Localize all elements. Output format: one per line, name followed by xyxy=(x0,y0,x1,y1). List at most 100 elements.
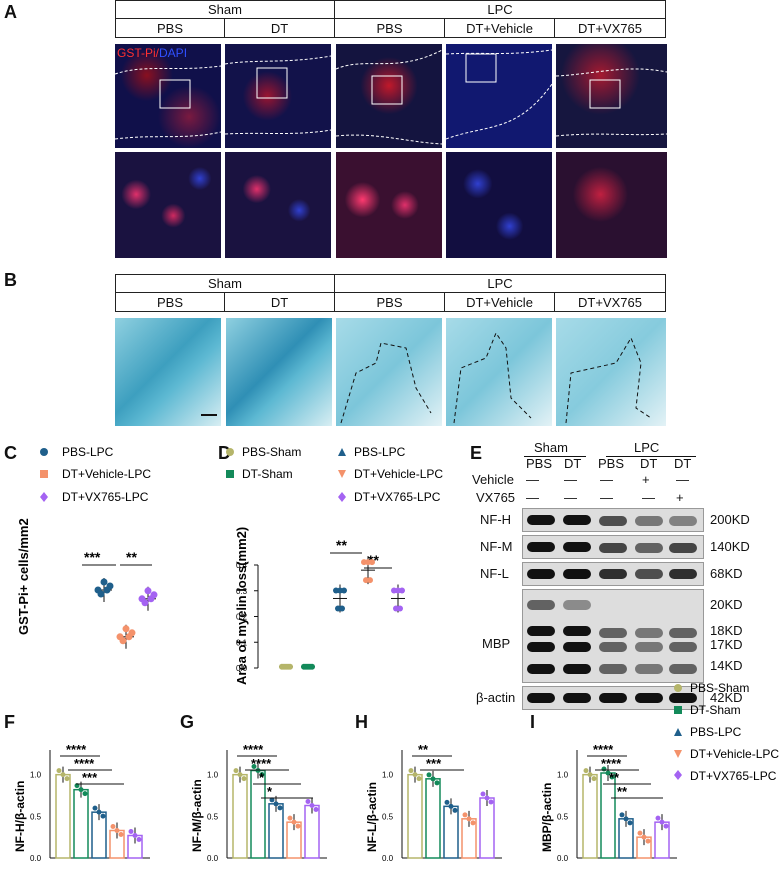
micrograph-pbs-lpc xyxy=(336,44,442,148)
panel-label-h: H xyxy=(355,712,368,732)
legend-d-pbs-lpc: PBS-LPC xyxy=(354,445,406,459)
chart-d: PBS-Sham DT-Sham PBS-LPC DT+Vehicle-LPC … xyxy=(226,445,443,685)
bar-sig-3-0: **** xyxy=(593,742,614,757)
header-lpc-a: LPC xyxy=(334,0,666,19)
c-point-2-1 xyxy=(141,599,149,607)
bar-sig-1-1: **** xyxy=(251,756,272,771)
bar-legend-marker-3 xyxy=(674,728,682,736)
legend-c-pbs-lpc: PBS-LPC xyxy=(62,445,114,459)
ylabel-d: Area of myelin loss(mm2) xyxy=(234,527,249,685)
bar-tick-label-3-1: 0.5 xyxy=(557,812,569,821)
bar-point-1-0-0 xyxy=(233,768,239,774)
band-mbp-17-2 xyxy=(563,642,591,652)
bar-point-2-4-1 xyxy=(484,795,490,801)
bar-point-2-0-2 xyxy=(416,776,422,782)
bar-point-3-1-2 xyxy=(609,774,615,780)
bar-point-0-4-0 xyxy=(128,829,134,834)
bar-point-3-0-0 xyxy=(583,768,589,774)
lfb-pbs-sham xyxy=(115,318,221,426)
band-nfl-1 xyxy=(527,569,555,579)
blot-nfh xyxy=(522,508,704,532)
bar-point-1-3-2 xyxy=(295,823,301,829)
bar-point-2-1-2 xyxy=(434,780,440,786)
bar-point-1-0-1 xyxy=(237,772,243,778)
stain-label: GST-Pi/DAPI xyxy=(117,46,187,60)
wb-lane-3: PBS xyxy=(598,456,625,471)
sig-c: *** ** xyxy=(82,549,152,566)
band-mbp-17-3 xyxy=(599,642,627,652)
legend-d-marker-dtvx xyxy=(338,492,346,502)
bar-point-0-3-0 xyxy=(110,824,116,829)
d-tick-label-2: 0.2 xyxy=(236,613,248,622)
legend-c-dtveh: DT+Vehicle-LPC xyxy=(62,467,151,481)
bar-point-2-0-0 xyxy=(408,768,414,774)
band-mbp-20-2 xyxy=(563,600,591,610)
blot-actin xyxy=(522,686,704,710)
band-nfh-5 xyxy=(669,516,697,526)
bar-1-2 xyxy=(268,803,284,859)
panel-label-i: I xyxy=(530,712,536,732)
zoom-pbs-lpc xyxy=(336,152,442,258)
wb-vehicle-mark-5: — xyxy=(676,472,689,487)
bar-0-1 xyxy=(73,788,89,859)
band-mbp-20-1 xyxy=(527,600,555,610)
bar-sig-3-1: **** xyxy=(601,756,622,771)
header-lpc-b: LPC xyxy=(334,274,666,293)
wb-group-sham-line xyxy=(524,456,586,457)
d-tick-label-4: 0.4 xyxy=(236,561,248,570)
bar-point-0-4-2 xyxy=(136,837,142,842)
wb-vehicle-mark-1: — xyxy=(526,472,539,487)
c-point-0-4 xyxy=(106,582,114,590)
blot-nfl xyxy=(522,562,704,586)
chart-c: PBS-LPC DT+Vehicle-LPC DT+VX765-LPC GST-… xyxy=(16,445,158,649)
bar-sig-1-2: * xyxy=(259,770,265,785)
band-mbp-17-5 xyxy=(669,642,697,652)
d-tick-label-3: 0.3 xyxy=(236,587,248,596)
bar-point-1-1-2 xyxy=(259,772,265,777)
band-actin-4 xyxy=(635,693,663,703)
wb-size-68: 68KD xyxy=(710,566,743,581)
wb-size-20: 20KD xyxy=(710,597,743,612)
legend-c-marker-pbs-lpc xyxy=(40,448,48,456)
micrograph-pbs-sham xyxy=(115,44,221,148)
bar-legend-marker-5 xyxy=(674,770,682,780)
band-actin-3 xyxy=(599,693,627,703)
bar-point-2-1-0 xyxy=(426,772,432,778)
header-dt-b: DT xyxy=(224,292,335,312)
c-point-1-2 xyxy=(122,625,130,633)
header-pbs-lpc-a: PBS xyxy=(334,18,445,38)
band-mbp-14-4 xyxy=(635,664,663,674)
bar-point-2-1-1 xyxy=(430,776,436,782)
axis-d-ticks: 0.0 0.1 0.2 0.3 0.4 xyxy=(236,561,258,673)
micrograph-row-zoom xyxy=(115,152,667,258)
zoom-dt-sham xyxy=(225,152,331,258)
wb-protein-mbp: MBP xyxy=(482,636,511,651)
wb-row-vx-label: VX765 xyxy=(476,490,516,505)
bar-point-2-2-0 xyxy=(444,799,450,805)
sig-c-1: *** xyxy=(84,549,101,565)
panel-label-d: D xyxy=(218,443,231,463)
band-actin-1 xyxy=(527,693,555,703)
zoom-dtvx-lpc xyxy=(556,152,667,258)
bar-point-3-2-0 xyxy=(619,812,625,818)
micrograph-dt-sham xyxy=(225,44,331,148)
bar-tick-label-1-1: 0.5 xyxy=(207,812,219,821)
bar-point-3-0-1 xyxy=(587,772,593,778)
bar-point-1-4-2 xyxy=(313,807,319,812)
wb-size-14: 14KD xyxy=(710,658,743,673)
band-nfh-2 xyxy=(563,515,591,525)
bar-2-1 xyxy=(425,778,441,859)
bar-point-1-2-0 xyxy=(269,797,275,803)
bar-point-1-4-1 xyxy=(309,803,315,808)
stain-red-label: GST-Pi xyxy=(117,46,156,60)
blot-nfm xyxy=(522,535,704,559)
wb-protein-nfh: NF-H xyxy=(480,512,512,527)
bar-point-1-1-0 xyxy=(251,764,257,769)
band-nfm-5 xyxy=(669,543,697,553)
wb-vehicle-mark-4: + xyxy=(642,472,650,487)
wb-size-18: 18KD xyxy=(710,623,743,638)
zoom-pbs-sham xyxy=(115,152,221,258)
chart-d-points xyxy=(279,556,405,670)
wb-protein-actin: β-actin xyxy=(476,690,516,705)
bar-point-2-2-2 xyxy=(452,807,458,813)
